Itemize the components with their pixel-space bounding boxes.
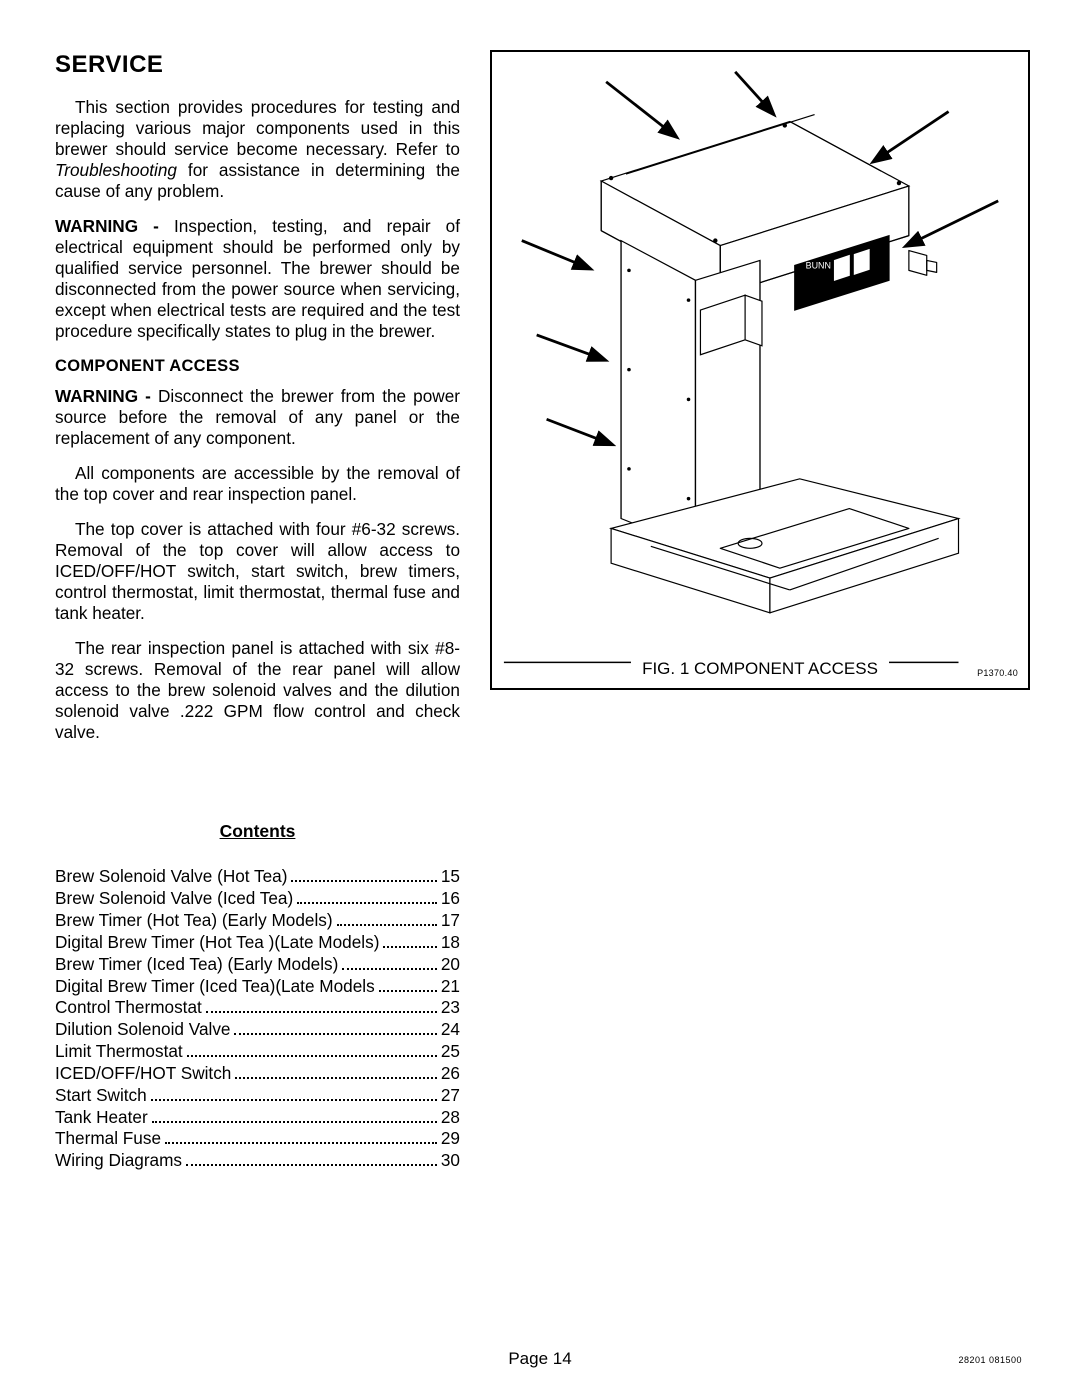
toc-row: Dilution Solenoid Valve 24 [55,1019,460,1041]
toc-page: 17 [441,910,460,932]
body-text-column: SERVICE This section provides procedures… [55,50,460,1172]
toc-dots [152,1121,437,1123]
toc-page: 24 [441,1019,460,1041]
toc-label: Brew Solenoid Valve (Hot Tea) [55,866,287,888]
top-cover-paragraph: The top cover is attached with four #6-3… [55,519,460,624]
toc-page: 30 [441,1150,460,1172]
svg-text:BUNN: BUNN [806,260,831,270]
figure-column: BUNN FIG. 1 COMPONENT ACCESS P1370.40 [490,50,1030,1172]
toc-dots [337,924,437,926]
toc-row: Limit Thermostat 25 [55,1041,460,1063]
toc-label: Digital Brew Timer (Iced Tea)(Late Model… [55,976,375,998]
toc-page: 28 [441,1107,460,1129]
toc-dots [151,1099,437,1101]
intro-paragraph: This section provides procedures for tes… [55,97,460,202]
toc-dots [235,1077,437,1079]
toc-row: Brew Solenoid Valve (Iced Tea) 16 [55,888,460,910]
toc-dots [234,1033,436,1035]
toc-page: 16 [441,888,460,910]
toc-dots [187,1055,437,1057]
toc-page: 15 [441,866,460,888]
toc-page: 23 [441,997,460,1019]
toc-dots [383,946,436,948]
toc-label: Dilution Solenoid Valve [55,1019,230,1041]
toc-label: ICED/OFF/HOT Switch [55,1063,231,1085]
toc-label: Limit Thermostat [55,1041,183,1063]
toc-dots [186,1164,437,1166]
toc-page: 25 [441,1041,460,1063]
intro-italic: Troubleshooting [55,160,177,180]
toc-page: 27 [441,1085,460,1107]
toc-label: Brew Solenoid Valve (Iced Tea) [55,888,293,910]
toc-dots [165,1142,437,1144]
toc-dots [379,990,437,992]
warning-2-label: WARNING - [55,386,158,406]
toc-row: Thermal Fuse 29 [55,1128,460,1150]
component-access-heading: COMPONENT ACCESS [55,356,460,376]
toc-label: Brew Timer (Iced Tea) (Early Models) [55,954,338,976]
toc-dots [297,902,437,904]
doc-code: 28201 081500 [958,1355,1022,1365]
toc-label: Digital Brew Timer (Hot Tea )(Late Model… [55,932,379,954]
toc-row: ICED/OFF/HOT Switch 26 [55,1063,460,1085]
contents-block: Contents Brew Solenoid Valve (Hot Tea) 15… [55,821,460,1172]
toc-label: Control Thermostat [55,997,202,1019]
toc-row: Brew Timer (Iced Tea) (Early Models) 20 [55,954,460,976]
warning-1: WARNING - Inspection, testing, and repai… [55,216,460,342]
brewer-diagram: BUNN [492,52,1028,687]
toc-page: 21 [441,976,460,998]
toc-row: Brew Timer (Hot Tea) (Early Models) 17 [55,910,460,932]
figure-caption: FIG. 1 COMPONENT ACCESS [642,659,878,678]
page-number: Page 14 [0,1349,1080,1369]
toc-page: 20 [441,954,460,976]
figure-code: P1370.40 [977,668,1018,678]
toc-dots [291,880,436,882]
figure-box: BUNN FIG. 1 COMPONENT ACCESS P1370.40 [490,50,1030,690]
toc-page: 18 [441,932,460,954]
warning-1-label: WARNING - [55,216,174,236]
toc-label: Brew Timer (Hot Tea) (Early Models) [55,910,333,932]
warning-2: WARNING - Disconnect the brewer from the… [55,386,460,449]
toc-label: Thermal Fuse [55,1128,161,1150]
section-title: SERVICE [55,50,460,79]
toc-page: 29 [441,1128,460,1150]
toc-dots [342,968,437,970]
toc-label: Wiring Diagrams [55,1150,182,1172]
toc-row: Control Thermostat 23 [55,997,460,1019]
toc-page: 26 [441,1063,460,1085]
toc-label: Tank Heater [55,1107,148,1129]
toc-label: Start Switch [55,1085,147,1107]
contents-title: Contents [55,821,460,842]
toc-row: Digital Brew Timer (Iced Tea)(Late Model… [55,976,460,998]
toc-list: Brew Solenoid Valve (Hot Tea)15Brew Sole… [55,866,460,1172]
toc-row: Wiring Diagrams 30 [55,1150,460,1172]
toc-dots [206,1011,437,1013]
intro-text: This section provides procedures for tes… [55,97,460,159]
rear-panel-paragraph: The rear inspection panel is attached wi… [55,638,460,743]
access-paragraph: All components are accessible by the rem… [55,463,460,505]
toc-row: Tank Heater 28 [55,1107,460,1129]
toc-row: Digital Brew Timer (Hot Tea )(Late Model… [55,932,460,954]
toc-row: Start Switch 27 [55,1085,460,1107]
toc-row: Brew Solenoid Valve (Hot Tea) 15 [55,866,460,888]
